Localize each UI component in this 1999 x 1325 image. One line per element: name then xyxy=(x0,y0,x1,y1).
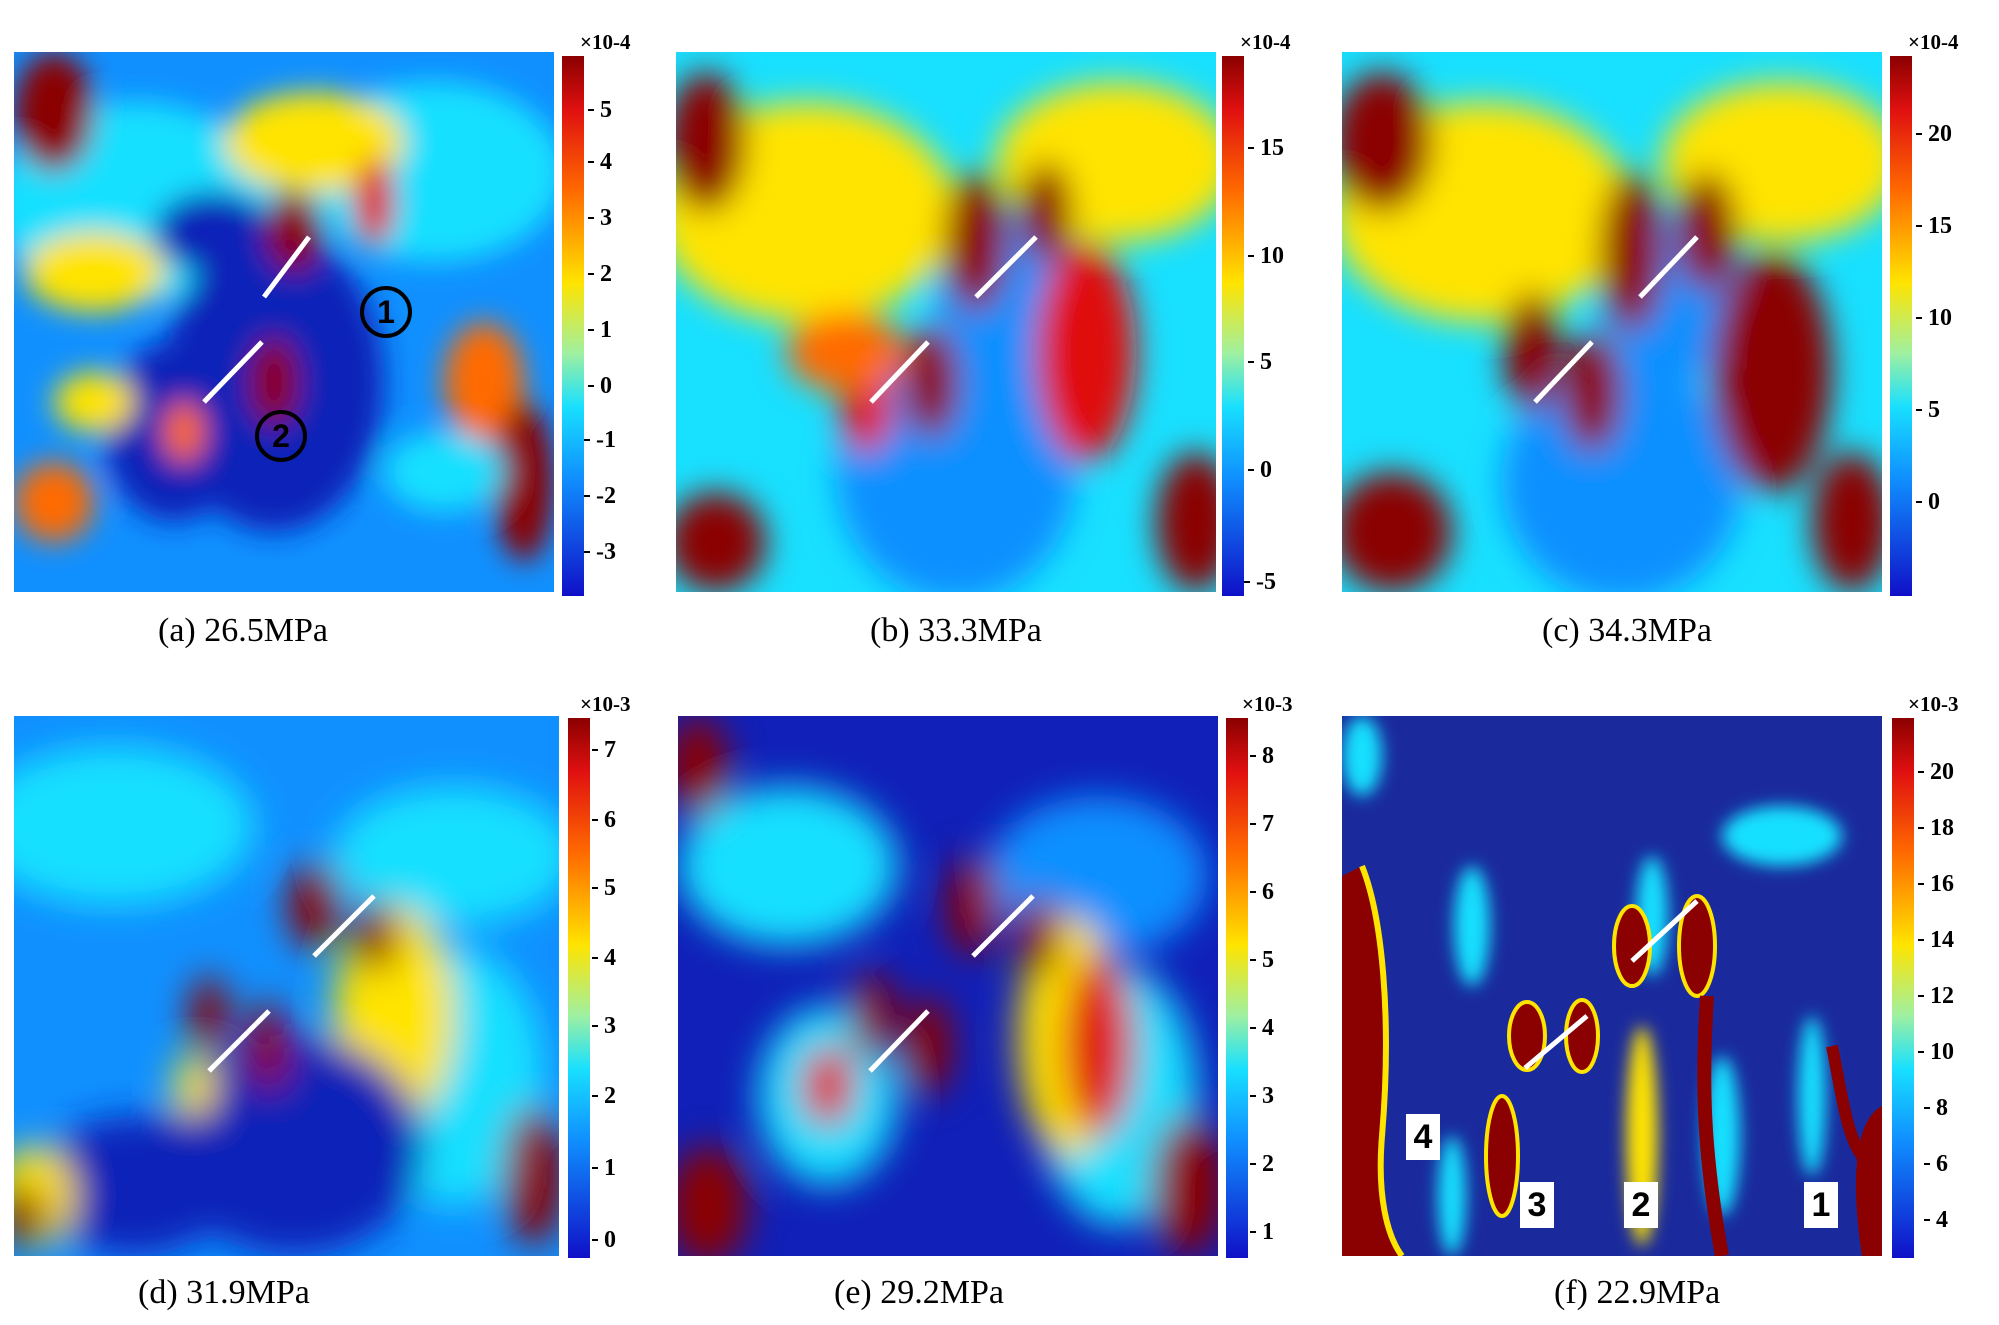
marker-2-label: 2 xyxy=(1624,1182,1658,1228)
strain-field-e xyxy=(678,716,1218,1256)
caption-d: (d) 31.9MPa xyxy=(138,1274,310,1311)
tick-label: 15 xyxy=(1916,213,1952,239)
strain-field-d xyxy=(14,716,559,1256)
tick-label: 14 xyxy=(1918,927,1954,953)
marker-4-label: 4 xyxy=(1406,1114,1440,1160)
tick-label: -2 xyxy=(584,483,616,509)
tick-label: 20 xyxy=(1918,759,1954,785)
tick-label: 5 xyxy=(592,875,616,901)
caption-e: (e) 29.2MPa xyxy=(834,1274,1004,1311)
marker-1-circle: 1 xyxy=(360,286,412,338)
tick-label: 1 xyxy=(592,1155,616,1181)
tick-label: 6 xyxy=(1924,1151,1948,1177)
tick-label: 15 xyxy=(1248,135,1284,161)
marker-3-label: 3 xyxy=(1520,1182,1554,1228)
tick-label: 8 xyxy=(1250,743,1274,769)
tick-label: 10 xyxy=(1248,243,1284,269)
tick-label: 4 xyxy=(1250,1015,1274,1041)
caption-b: (b) 33.3MPa xyxy=(870,612,1042,649)
tick-label: -5 xyxy=(1244,569,1276,595)
tick-label: -1 xyxy=(584,427,616,453)
marker-2-circle: 2 xyxy=(255,410,307,462)
tick-label: 5 xyxy=(588,97,612,123)
colorbar-scale-d: ×10-3 xyxy=(580,692,631,716)
panel-d: ×10-3 7 6 5 4 3 2 1 0 (d) 31.9MPa xyxy=(0,662,666,1325)
tick-label: 4 xyxy=(592,945,616,971)
panel-e: ×10-3 8 7 6 5 4 3 2 1 (e) 29.2MPa xyxy=(666,662,1332,1325)
tick-label: 1 xyxy=(1250,1219,1274,1245)
tick-label: 4 xyxy=(1924,1207,1948,1233)
colorbar-e xyxy=(1226,718,1248,1258)
tick-label: 2 xyxy=(588,261,612,287)
colorbar-scale-e: ×10-3 xyxy=(1242,692,1293,716)
tick-label: 10 xyxy=(1918,1039,1954,1065)
caption-a: (a) 26.5MPa xyxy=(158,612,328,649)
tick-label: 2 xyxy=(1250,1151,1274,1177)
colorbar-c xyxy=(1890,56,1912,596)
tick-label: 16 xyxy=(1918,871,1954,897)
tick-label: 8 xyxy=(1924,1095,1948,1121)
tick-label: 4 xyxy=(588,149,612,175)
colorbar-d xyxy=(568,718,590,1258)
tick-label: 6 xyxy=(592,807,616,833)
caption-c: (c) 34.3MPa xyxy=(1542,612,1712,649)
panel-f: 4 3 2 1 ×10-3 20 18 16 14 12 10 8 6 4 (f… xyxy=(1332,662,1999,1325)
colorbar-scale-a: ×10-4 xyxy=(580,30,631,54)
tick-label: 0 xyxy=(588,373,612,399)
colorbar-scale-b: ×10-4 xyxy=(1240,30,1291,54)
marker-1-label: 1 xyxy=(1804,1182,1838,1228)
tick-label: 18 xyxy=(1918,815,1954,841)
strain-field-a xyxy=(14,52,554,592)
colorbar-f xyxy=(1892,718,1914,1258)
strain-field-f xyxy=(1342,716,1882,1256)
tick-label: 7 xyxy=(1250,811,1274,837)
tick-label: 6 xyxy=(1250,879,1274,905)
tick-label: 0 xyxy=(592,1227,616,1253)
strain-field-c xyxy=(1342,52,1882,592)
colorbar-scale-c: ×10-4 xyxy=(1908,30,1959,54)
tick-label: 5 xyxy=(1916,397,1940,423)
tick-label: 7 xyxy=(592,737,616,763)
tick-label: 12 xyxy=(1918,983,1954,1009)
tick-label: 0 xyxy=(1248,457,1272,483)
tick-label: 5 xyxy=(1248,349,1272,375)
colorbar-b xyxy=(1222,56,1244,596)
tick-label: 10 xyxy=(1916,305,1952,331)
tick-label: 3 xyxy=(588,205,612,231)
tick-label: 3 xyxy=(1250,1083,1274,1109)
tick-label: -3 xyxy=(584,539,616,565)
colorbar-a xyxy=(562,56,584,596)
panel-a: 1 2 ×10-4 5 4 3 2 1 0 -1 -2 -3 (a) 26.5M… xyxy=(0,0,666,662)
tick-label: 0 xyxy=(1916,489,1940,515)
tick-label: 20 xyxy=(1916,121,1952,147)
panel-c: ×10-4 20 15 10 5 0 (c) 34.3MPa xyxy=(1332,0,1999,662)
colorbar-scale-f: ×10-3 xyxy=(1908,692,1959,716)
tick-label: 1 xyxy=(588,317,612,343)
tick-label: 2 xyxy=(592,1083,616,1109)
panel-b: ×10-4 15 10 5 0 -5 (b) 33.3MPa xyxy=(666,0,1332,662)
tick-label: 3 xyxy=(592,1013,616,1039)
tick-label: 5 xyxy=(1250,947,1274,973)
strain-field-b xyxy=(676,52,1216,592)
caption-f: (f) 22.9MPa xyxy=(1554,1274,1721,1311)
